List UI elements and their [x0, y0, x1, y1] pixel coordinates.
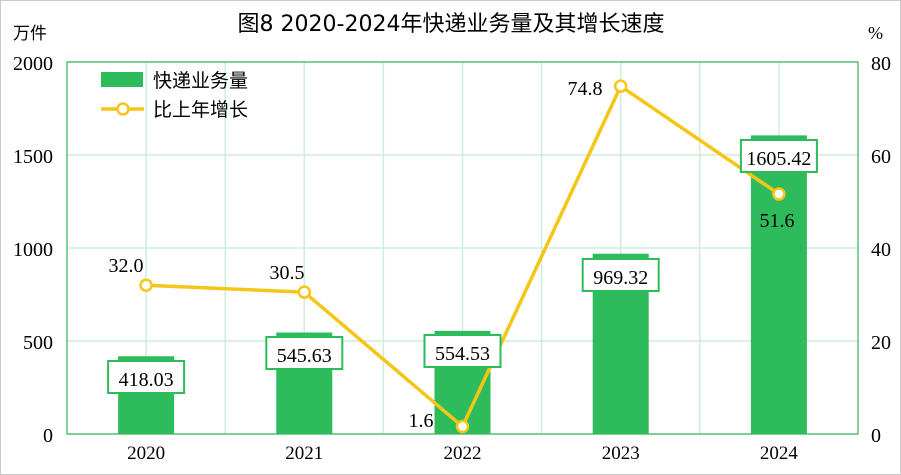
- y-tick-left: 0: [43, 425, 53, 447]
- line-point: [772, 187, 786, 201]
- bar-label-box: [423, 334, 502, 368]
- y-tick-right: 20: [871, 332, 891, 354]
- bar-label-box: [581, 258, 660, 292]
- y-tick-right: 40: [871, 239, 891, 261]
- line-point: [139, 278, 153, 292]
- bar-label: 1605.42: [746, 148, 811, 170]
- bar-label: 545.63: [277, 345, 332, 367]
- x-tick-label: 2024: [760, 443, 799, 464]
- bar-label-box: [265, 336, 344, 370]
- line-point: [297, 285, 312, 299]
- line-label: 51.6: [760, 210, 795, 232]
- line-point: [455, 419, 470, 434]
- y-tick-left: 1000: [13, 239, 53, 261]
- line-label: 30.5: [270, 262, 305, 284]
- y-tick-left: 1500: [13, 146, 53, 168]
- x-tick-label: 2022: [444, 443, 482, 464]
- y-axis-label-right: %: [868, 23, 883, 43]
- x-tick-label: 2020: [127, 443, 165, 464]
- legend-bar-swatch: [101, 72, 143, 87]
- line-label: 1.6: [409, 410, 434, 432]
- bar: [750, 135, 807, 434]
- chart-title: 图8 2020-2024年快递业务量及其增长速度: [238, 12, 665, 37]
- bar-label: 418.03: [119, 369, 174, 391]
- x-tick-label: 2021: [285, 443, 323, 464]
- line-label: 74.8: [568, 78, 603, 100]
- y-tick-right: 0: [871, 425, 881, 447]
- legend-line-marker: [116, 102, 130, 116]
- bar-label-box: [739, 139, 818, 173]
- bar-label: 554.53: [435, 343, 490, 365]
- legend-line-label: 比上年增长: [153, 99, 248, 121]
- y-tick-left: 500: [23, 332, 53, 354]
- bar-label-box: [107, 360, 186, 394]
- y-tick-left: 2000: [13, 53, 53, 75]
- y-axis-label-left: 万件: [13, 24, 47, 44]
- legend-bar-label: 快递业务量: [153, 70, 248, 92]
- line-label: 32.0: [109, 255, 144, 277]
- bar-label: 969.32: [593, 267, 648, 289]
- line-point: [613, 79, 628, 93]
- y-tick-right: 80: [871, 53, 891, 75]
- y-tick-right: 60: [871, 146, 891, 168]
- x-tick-label: 2023: [602, 443, 640, 464]
